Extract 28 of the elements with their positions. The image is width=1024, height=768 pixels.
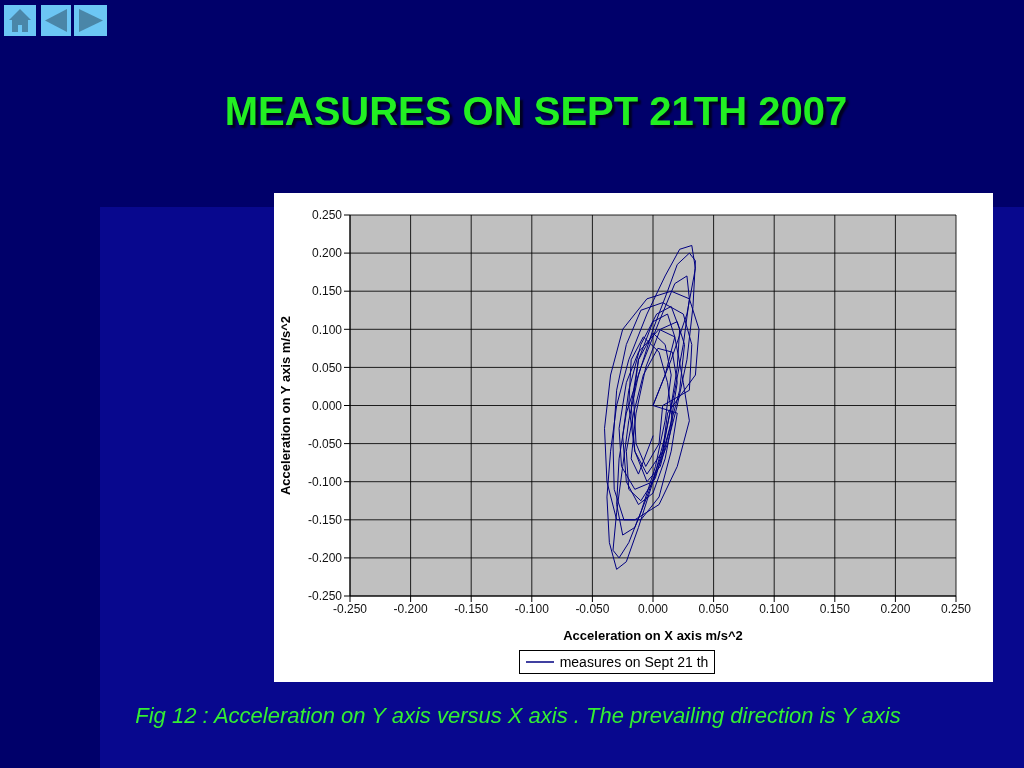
x-tick-label: 0.000 xyxy=(637,601,669,616)
y-tick-label: 0.050 xyxy=(311,360,343,375)
y-tick-label: 0.250 xyxy=(311,208,343,223)
y-tick-label: -0.050 xyxy=(307,436,343,451)
caption: Fig 12 : Acceleration on Y axis versus X axis . The prevailing direction is Y axis xyxy=(135,703,901,729)
chart-title: MEASURES ON SEPT 21TH 2007 xyxy=(224,88,848,134)
y-tick-label: 0.100 xyxy=(311,322,343,337)
y-tick-label: 0.200 xyxy=(311,246,343,261)
y-tick-label: -0.200 xyxy=(307,551,343,566)
x-tick-label: 0.250 xyxy=(940,601,972,616)
y-tick-label: -0.150 xyxy=(307,513,343,528)
x-axis-title: Acceleration on X axis m/s^2 xyxy=(563,628,743,643)
y-tick-label: -0.100 xyxy=(307,474,343,489)
x-tick-label: -0.150 xyxy=(454,601,489,616)
y-tick-label: -0.250 xyxy=(307,589,343,604)
line-series xyxy=(604,244,700,570)
x-tick-label: 0.100 xyxy=(759,601,790,616)
y-axis-title: Acceleration on Y axis m/s^2 xyxy=(278,315,293,496)
y-tick-label: 0.000 xyxy=(311,398,343,413)
x-tick-label: 0.150 xyxy=(819,601,851,616)
x-tick-label: -0.250 xyxy=(332,601,368,616)
x-tick-label: -0.200 xyxy=(393,601,428,616)
x-tick-label: -0.100 xyxy=(514,601,550,616)
x-tick-label: 0.050 xyxy=(698,601,729,616)
y-tick-label: 0.150 xyxy=(311,284,343,299)
x-tick-label: 0.200 xyxy=(880,601,911,616)
legend-label: measures on Sept 21 th xyxy=(559,654,709,670)
x-tick-label: -0.050 xyxy=(575,601,610,616)
